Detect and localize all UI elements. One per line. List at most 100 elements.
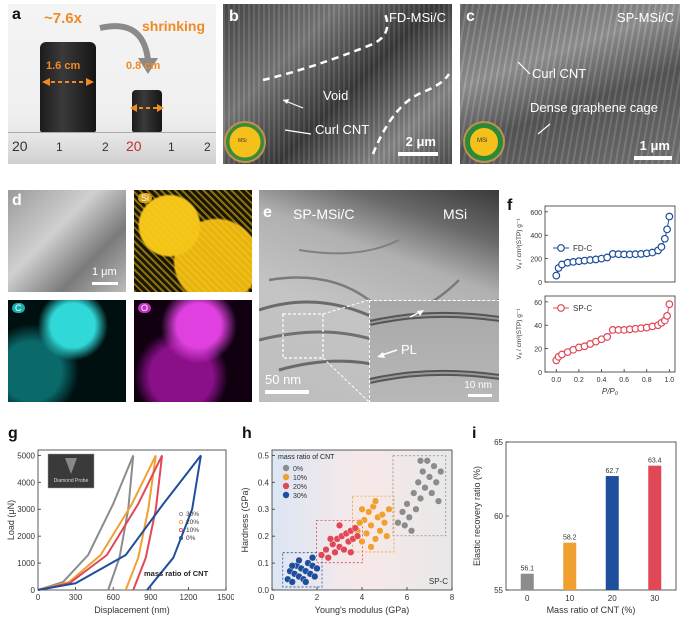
x-tick-label: 8	[450, 593, 455, 602]
data-point	[367, 543, 375, 551]
data-point	[347, 548, 355, 556]
y-tick-label: 0.3	[258, 505, 270, 514]
data-point	[371, 535, 380, 543]
data-point	[603, 333, 612, 341]
y-tick-label: 0.0	[258, 586, 270, 595]
panel-e-tem: 10 nm e SP-MSi/C MSi PL 50 nm	[259, 190, 499, 402]
x-tick-label: 1.0	[664, 377, 674, 384]
unload-curve-0%	[146, 455, 202, 591]
legend-label: 20%	[186, 519, 199, 526]
inset-scale-bar	[468, 394, 492, 397]
data-point	[288, 578, 296, 586]
bar-value-label: 63.4	[648, 458, 662, 465]
y-tick-label: 5000	[17, 451, 35, 460]
scale-bar-b	[398, 152, 438, 156]
y-tick-label: 600	[530, 210, 542, 217]
y-tick-label: 0.2	[258, 532, 270, 541]
scale-label-c: 1 μm	[639, 138, 670, 153]
panel-e-title: SP-MSi/C	[293, 206, 355, 222]
data-point	[663, 311, 671, 320]
x-tick-label: 2	[315, 593, 320, 602]
shrink-arrow	[42, 23, 164, 112]
c-map-label: C	[12, 303, 25, 313]
legend-label: 0%	[186, 535, 196, 542]
data-point	[358, 505, 366, 513]
data-point	[322, 546, 330, 554]
data-point	[416, 457, 425, 465]
x-tick-label: 1200	[180, 593, 198, 602]
x-tick-label: 900	[144, 593, 158, 602]
cluster-box-30%	[282, 552, 323, 588]
data-point	[358, 537, 366, 546]
data-point	[331, 548, 339, 556]
legend-title: mass ratio of CNT	[144, 569, 209, 578]
x-tick-label: 0	[525, 594, 530, 603]
panel-c-title: SP-MSi/C	[616, 10, 674, 25]
data-point	[394, 519, 402, 527]
unload-curve-30%	[107, 455, 135, 591]
scale-bar-e	[265, 390, 309, 394]
data-point	[663, 225, 671, 234]
data-point	[288, 562, 296, 570]
void-outline	[224, 13, 451, 163]
data-point	[353, 532, 362, 540]
y-tick-label: 20	[534, 347, 542, 354]
tem-inset: 10 nm	[369, 300, 499, 402]
y-tick-label: 65	[494, 438, 503, 447]
x-axis-label: Displacement (nm)	[94, 605, 170, 615]
data-point	[376, 527, 384, 535]
ruler-label-4: 20	[126, 138, 142, 154]
data-point	[432, 478, 440, 486]
data-point	[335, 521, 344, 529]
panel-b-label: b	[229, 8, 239, 25]
o-map-label: O	[138, 303, 152, 313]
legend-label: 30%	[186, 511, 199, 518]
panel-e-label: e	[263, 204, 272, 221]
dense-cage-label: Dense graphene cage	[530, 100, 658, 115]
bar-value-label: 62.7	[605, 468, 619, 475]
y-axis-label: Load (μN)	[6, 500, 16, 540]
legend-marker	[178, 528, 183, 533]
x-axis-label: P/P₀	[602, 387, 619, 396]
data-point	[340, 546, 348, 554]
panel-c-annotations	[463, 61, 551, 163]
data-point	[308, 554, 317, 562]
curl-cnt-label-c: Curl CNT	[532, 66, 587, 81]
panel-d-o-map: O	[134, 300, 252, 402]
y-tick-label: 0	[31, 586, 36, 595]
legend-label: 0%	[293, 466, 303, 473]
x-tick-label: 1500	[217, 593, 234, 602]
x-tick-label: 600	[107, 593, 121, 602]
panel-a-label: a	[12, 6, 21, 23]
y-tick-label: 0.1	[258, 559, 270, 568]
x-tick-label: 10	[565, 594, 574, 603]
y-tick-label: 200	[530, 257, 542, 264]
tem-inset-fibers	[370, 310, 499, 384]
data-point	[371, 497, 380, 505]
void-label: Void	[323, 88, 349, 103]
data-point	[403, 500, 411, 508]
panel-d-c-map: C	[8, 300, 126, 402]
data-point	[416, 494, 425, 503]
panel-b-sem: b FD-MSi/C Void Curl CNT MSi 2 μm	[223, 4, 452, 164]
panel-d-label: d	[12, 192, 22, 209]
x-tick-label: 30	[650, 594, 659, 603]
data-point	[378, 511, 386, 519]
bar-value-label: 58.2	[563, 535, 577, 542]
x-tick-label: 0	[36, 593, 41, 602]
ruler-label-5: 1	[168, 140, 175, 154]
ratio-label: ~7.6x	[44, 10, 82, 27]
data-point	[311, 572, 319, 581]
pl-label: PL	[401, 342, 417, 357]
data-point	[428, 489, 436, 497]
y-tick-label: 0.4	[258, 478, 270, 487]
cluster-box-10%	[352, 495, 395, 553]
legend-marker	[282, 491, 290, 499]
inset-text: Diamond Probe	[54, 478, 89, 484]
y-tick-label: 0	[538, 370, 542, 377]
legend-marker	[178, 520, 183, 525]
x-tick-label: 0.4	[597, 377, 607, 384]
data-point	[313, 564, 321, 573]
y-tick-label: 0	[538, 280, 542, 287]
data-point	[603, 253, 612, 262]
